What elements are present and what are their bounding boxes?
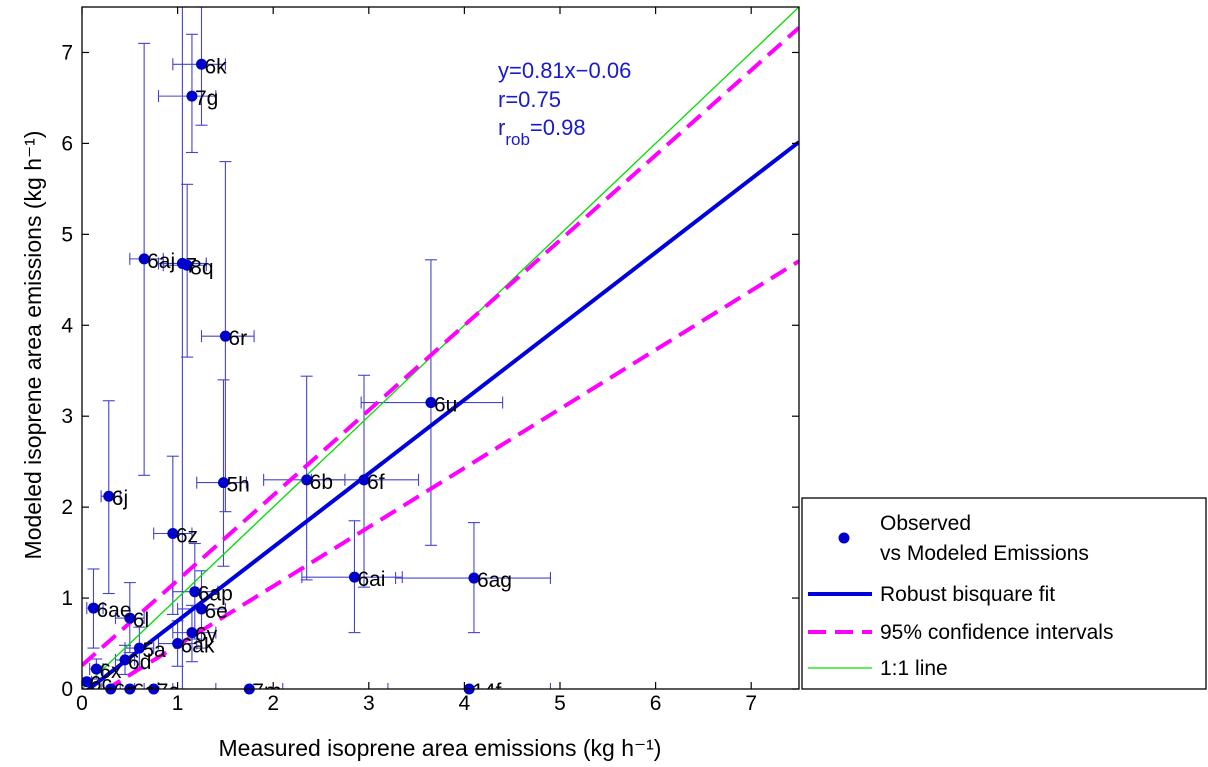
y-tick-label: 2 (61, 496, 73, 519)
point-label: 6aj (133, 680, 161, 703)
data-point (167, 528, 179, 540)
x-tick-label: 1 (172, 692, 184, 715)
point-label: 6c (90, 673, 112, 696)
point-label: 6aj (147, 250, 175, 273)
data-point (172, 638, 184, 650)
x-axis-label: Measured isoprene area emissions (kg h⁻¹… (219, 735, 662, 761)
data-point (87, 602, 99, 614)
data-point (348, 571, 360, 583)
point-label: 6ae (96, 599, 131, 622)
x-tick-label: 2 (267, 692, 279, 715)
data-point (103, 490, 115, 502)
fit-lines (82, 7, 799, 689)
point-label: 6b (310, 471, 333, 494)
point-label: 5h (226, 474, 249, 497)
one-to-one-line (82, 7, 799, 689)
point-label: 6ak (181, 635, 215, 658)
point-label: 6ai (357, 568, 385, 591)
data-point (468, 572, 480, 584)
legend-marker-observed (838, 532, 850, 544)
point-label: 7g (195, 87, 218, 110)
point-label: 5a (142, 639, 166, 662)
data-point (186, 90, 198, 102)
y-axis-label: Modeled isoprene area emissions (kg h⁻¹) (20, 131, 46, 560)
y-tick-label: 0 (61, 678, 73, 701)
data-point (124, 612, 136, 624)
y-tick-label: 5 (61, 223, 73, 246)
point-label: 6ag (477, 569, 512, 592)
point-label: 7c (157, 680, 179, 703)
point-label: 6j (112, 487, 128, 510)
data-point (425, 397, 437, 409)
fit-line (85, 140, 799, 689)
y-tick-label: 3 (61, 405, 73, 428)
data-point (219, 330, 231, 342)
data-point (217, 477, 229, 489)
point-label: 8q (190, 256, 213, 279)
point-label: 6r (228, 327, 247, 350)
point-label: 7m (252, 680, 281, 703)
data-point (181, 259, 193, 271)
equation-text: y=0.81x−0.06 (498, 58, 631, 83)
point-label: 6d (128, 651, 151, 674)
r-rob-prefix: r (498, 115, 505, 140)
legend-ci-label: 95% confidence intervals (880, 621, 1113, 644)
data-point (81, 676, 93, 688)
point-label: 6z (176, 525, 198, 548)
data-point (90, 663, 102, 675)
point-label: 6a (114, 680, 138, 703)
point-label: 6y (195, 624, 218, 647)
data-point (189, 586, 201, 598)
tick-labels: 0 1 2 3 4 5 6 7 0 1 2 3 4 5 6 7 (61, 41, 757, 715)
y-tick-label: 4 (61, 314, 73, 337)
ci-lower-line (103, 259, 799, 689)
legend-oneone-label: 1:1 line (880, 657, 948, 680)
x-tick-label: 6 (650, 692, 662, 715)
legend-observed-line2: vs Modeled Emissions (880, 542, 1089, 565)
point-label: 6l (133, 609, 149, 632)
point-label: 6f (367, 471, 385, 494)
data-point (186, 627, 198, 639)
legend-observed-line1: Observed (880, 512, 971, 535)
data-points (81, 58, 480, 695)
axis-ticks (81, 7, 799, 690)
data-point (119, 654, 131, 666)
x-tick-label: 4 (459, 692, 471, 715)
point-label: 6x (99, 660, 122, 683)
ci-upper-line (82, 26, 799, 667)
y-tick-label: 7 (61, 41, 73, 64)
y-tick-label: 6 (61, 132, 73, 155)
x-tick-label: 7 (745, 692, 757, 715)
r-rob-text: rrob=0.98 (498, 115, 586, 149)
r-text: r=0.75 (498, 87, 561, 112)
x-tick-label: 0 (76, 692, 88, 715)
point-label: 6u (434, 394, 457, 417)
point-labels: 6k 7g 6aj 78q 6r 6u 5h 6b 6f 6j 6z 6ai 6ag 6ap 6ae 6e 6l… (90, 55, 512, 703)
x-tick-label: 5 (554, 692, 566, 715)
point-label: 6e (205, 600, 228, 623)
legend: Observed vs Modeled Emissions Robust bis… (801, 497, 1207, 690)
data-point (358, 474, 370, 486)
point-label: 14f (472, 680, 501, 703)
point-label: 6k (205, 55, 228, 78)
point-label: 7 (185, 254, 197, 277)
r-rob-value: =0.98 (530, 115, 586, 140)
y-tick-label: 1 (61, 587, 73, 610)
x-tick-label: 3 (363, 692, 375, 715)
data-point (196, 58, 207, 70)
r-rob-subscript: rob (505, 130, 530, 149)
data-point (133, 642, 145, 654)
data-point (196, 603, 207, 615)
data-point (138, 253, 150, 265)
legend-fit-label: Robust bisquare fit (880, 583, 1055, 606)
regression-annotation: y=0.81x−0.06 r=0.75 rrob=0.98 (498, 58, 631, 149)
data-point (301, 474, 313, 486)
plot-frame (81, 6, 800, 690)
point-label: 6ap (198, 583, 233, 606)
